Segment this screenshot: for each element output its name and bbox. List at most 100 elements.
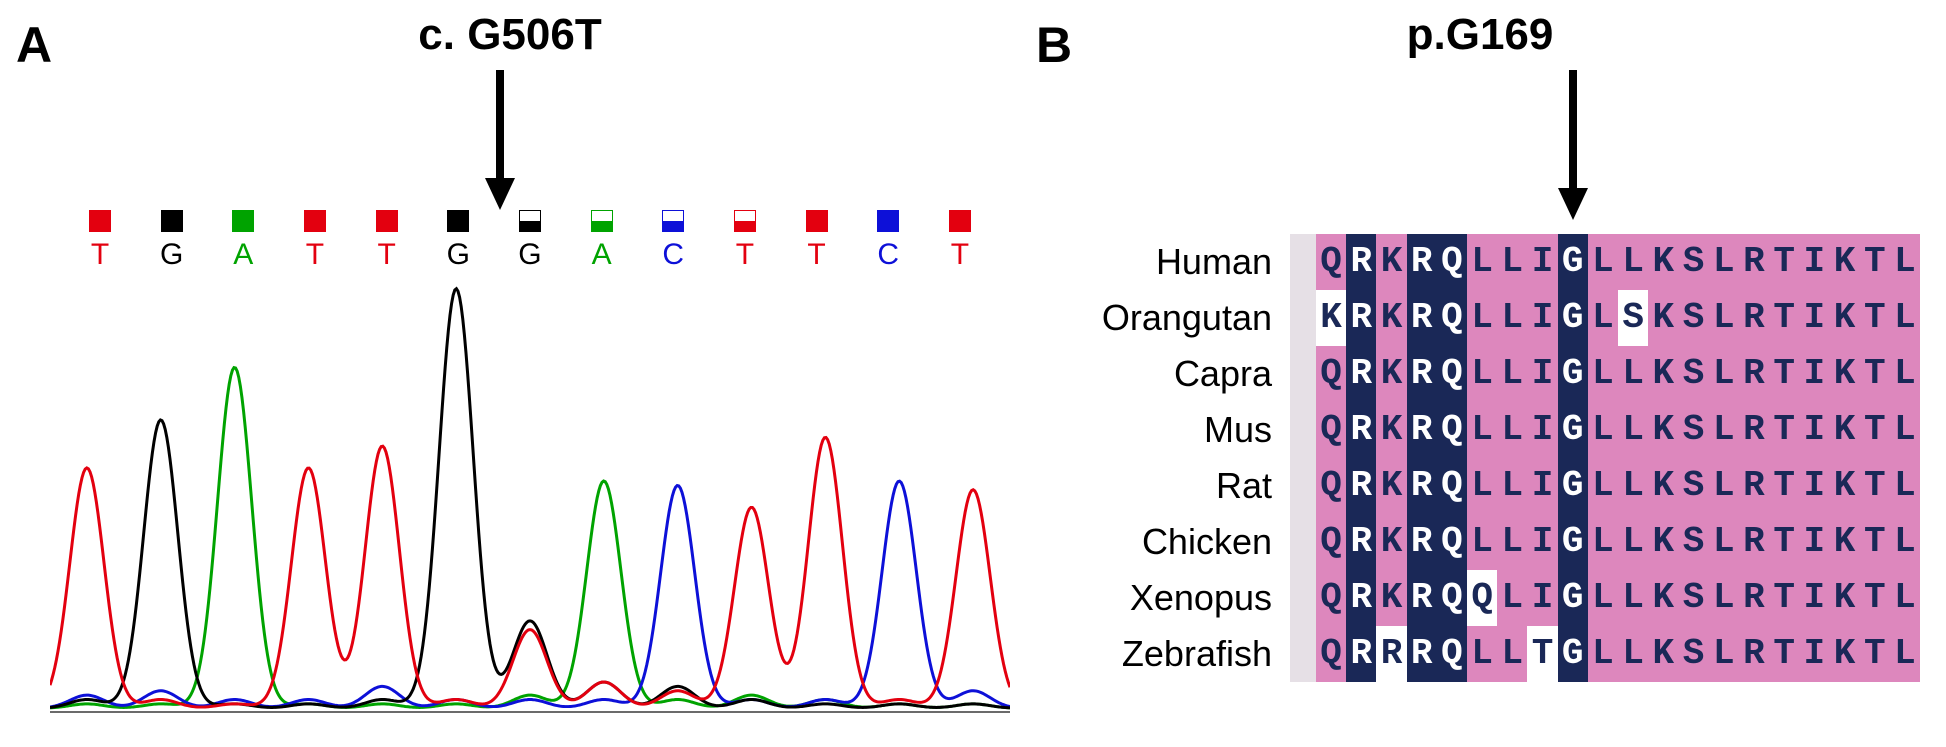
alignment-row: QRRRQLLTGLLKSLRTIKTL [1290,626,1920,682]
aa-cell: L [1890,290,1920,346]
aa-cell: L [1618,570,1648,626]
chromatogram-baseline [50,711,1010,713]
base-col-11: T [787,210,847,272]
aa-cell: Q [1437,626,1467,682]
aa-cell: T [1527,626,1557,682]
aa-cell: L [1497,570,1527,626]
aa-cell: L [1890,402,1920,458]
panel-b: B p.G169 HumanOrangutanCapraMusRatChicke… [1030,10,1930,737]
aa-cell: S [1678,234,1708,290]
aa-cell: Q [1316,234,1346,290]
aa-cell: Q [1467,570,1497,626]
aa-cell: L [1467,626,1497,682]
aa-cell: R [1376,626,1406,682]
aa-cell: Q [1437,402,1467,458]
aa-cell: Q [1316,458,1346,514]
aa-cell: L [1497,290,1527,346]
aa-cell: K [1648,234,1678,290]
aa-cell: T [1860,514,1890,570]
base-letter: G [447,238,470,272]
alignment-gutter [1290,458,1316,514]
base-col-5: T [357,210,417,272]
aa-cell: L [1497,234,1527,290]
aa-cell: T [1769,458,1799,514]
aa-cell: L [1497,402,1527,458]
base-col-12: C [858,210,918,272]
aa-cell: R [1739,346,1769,402]
base-letter: C [662,238,684,272]
aa-cell: T [1769,514,1799,570]
aa-cell: L [1497,346,1527,402]
aa-cell: K [1829,402,1859,458]
aa-cell: R [1407,346,1437,402]
aa-cell: R [1407,234,1437,290]
aa-cell: G [1558,626,1588,682]
base-col-3: A [213,210,273,272]
base-square [89,210,111,232]
aa-cell: Q [1437,234,1467,290]
panel-a-arrow [482,70,518,215]
base-letter: A [233,238,253,272]
aa-cell: L [1588,402,1618,458]
aa-cell: K [1316,290,1346,346]
aa-cell: I [1527,402,1557,458]
aa-cell: K [1376,346,1406,402]
aa-cell: K [1648,458,1678,514]
trace-C [50,481,1010,707]
aa-cell: L [1467,458,1497,514]
aa-cell: K [1376,570,1406,626]
base-letter: T [91,238,109,272]
aa-cell: G [1558,458,1588,514]
alignment-gutter [1290,346,1316,402]
panel-a: A c. G506T TGATTGGACTTCT [10,10,1010,737]
base-square [949,210,971,232]
aa-cell: I [1799,402,1829,458]
aa-cell: K [1829,290,1859,346]
aa-cell: L [1890,514,1920,570]
species-column: HumanOrangutanCapraMusRatChickenXenopusZ… [1030,234,1290,717]
sequence-column: QRKRQLLIGLLKSLRTIKTLKRKRQLLIGLSKSLRTIKTL… [1290,234,1920,717]
aa-cell: L [1588,458,1618,514]
base-square [161,210,183,232]
aa-cell: S [1678,626,1708,682]
aa-cell: I [1527,290,1557,346]
species-label: Zebrafish [1030,626,1290,682]
base-square [304,210,326,232]
panel-a-title: c. G506T [418,10,601,60]
aa-cell: R [1407,626,1437,682]
alignment-row: QRKRQLLIGLLKSLRTIKTL [1290,234,1920,290]
aa-cell: L [1588,514,1618,570]
aa-cell: Q [1437,458,1467,514]
aa-cell: L [1618,514,1648,570]
base-letter: G [518,238,541,272]
trace-G [50,289,1010,708]
aa-cell: K [1376,402,1406,458]
aa-cell: I [1527,234,1557,290]
alignment-gutter [1290,626,1316,682]
species-label: Orangutan [1030,290,1290,346]
aa-cell: R [1739,570,1769,626]
alignment-row: QRKRQLLIGLLKSLRTIKTL [1290,346,1920,402]
alignment-row: QRKRQLLIGLLKSLRTIKTL [1290,514,1920,570]
aa-cell: T [1769,570,1799,626]
aa-cell: L [1467,346,1497,402]
aa-cell: L [1618,234,1648,290]
aa-cell: I [1527,346,1557,402]
down-arrow-icon [482,70,518,210]
base-square [376,210,398,232]
aa-cell: G [1558,234,1588,290]
chromatogram-svg [50,280,1010,717]
aa-cell: K [1829,346,1859,402]
aa-cell: T [1860,626,1890,682]
aa-cell: I [1799,570,1829,626]
aa-cell: L [1709,290,1739,346]
aa-cell: T [1769,402,1799,458]
alignment-gutter [1290,402,1316,458]
aa-cell: Q [1316,570,1346,626]
aa-cell: Q [1437,514,1467,570]
base-square [232,210,254,232]
aa-cell: R [1739,402,1769,458]
aa-cell: I [1799,234,1829,290]
base-square [591,210,613,232]
aa-cell: L [1467,514,1497,570]
